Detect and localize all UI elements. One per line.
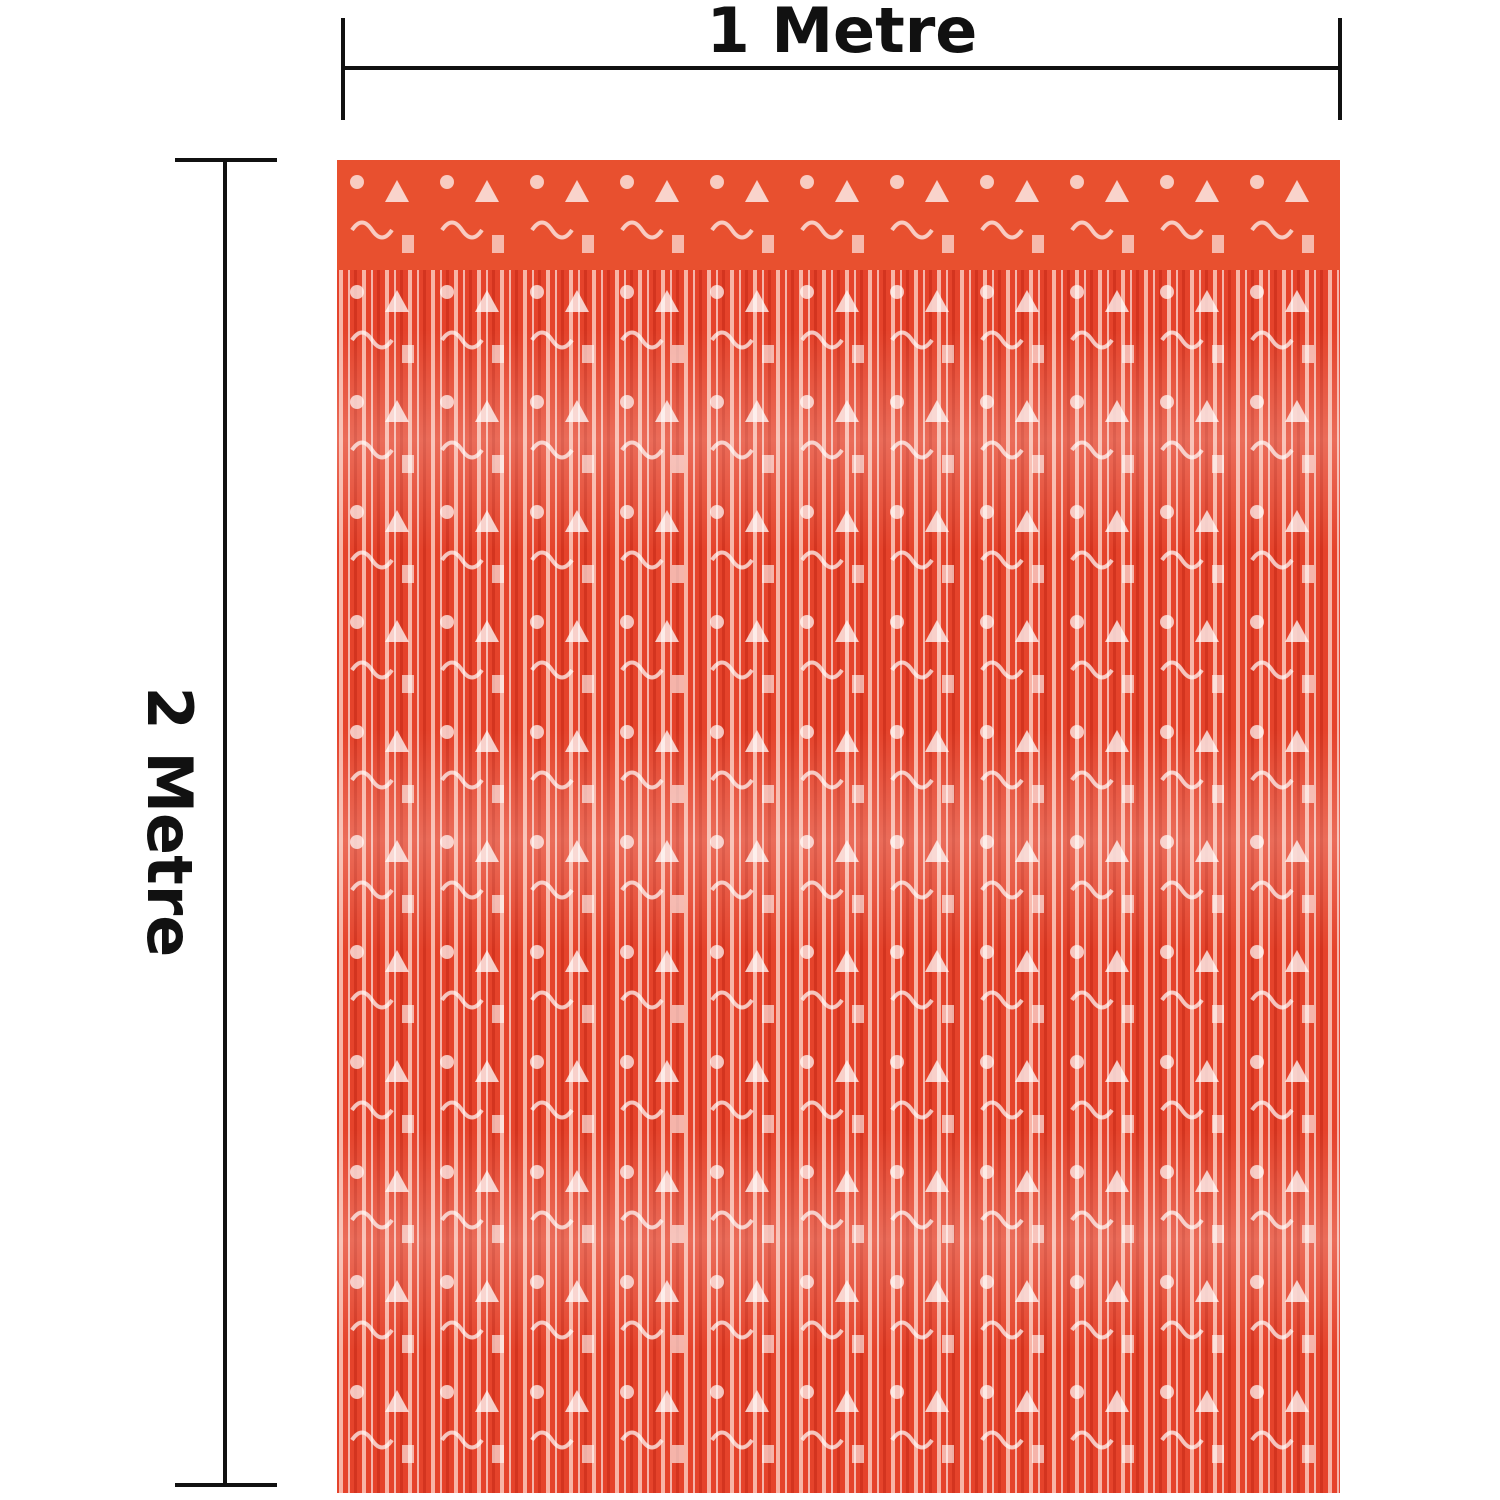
curtain-shine (337, 730, 1340, 950)
height-dimension: 2 Metre (133, 158, 277, 1487)
height-label: 2 Metre (133, 687, 206, 958)
curtain-shine (337, 330, 1340, 550)
width-label: 1 Metre (707, 0, 978, 67)
width-dimension: 1 Metre (341, 0, 1342, 120)
curtain-shine (337, 1130, 1340, 1350)
curtain (337, 160, 1340, 1493)
curtain-header-pattern (337, 160, 1340, 270)
